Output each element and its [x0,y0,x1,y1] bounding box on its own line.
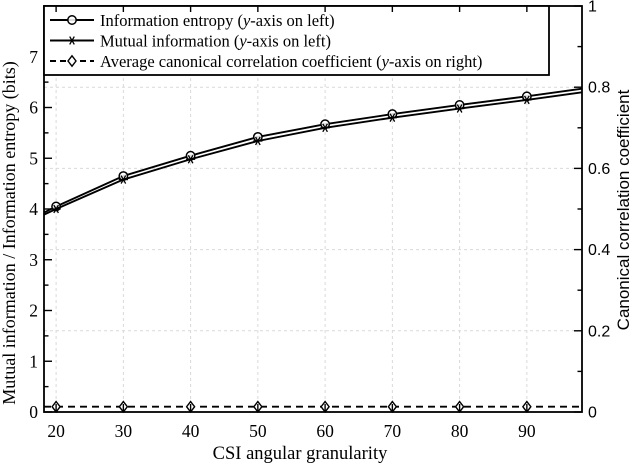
asterisk-marker [120,175,127,184]
legend-box [43,5,550,76]
y-left-tick-label: 1 [29,351,38,371]
asterisk-marker [456,104,463,113]
y-right-tick-label: 0.2 [588,323,610,340]
asterisk-marker [322,123,328,133]
y-right-tick-label: 0 [588,405,597,422]
asterisk-marker [523,95,530,105]
y-right-tick-label: 1 [588,0,597,16]
x-axis-label: CSI angular granularity [213,444,388,464]
series-line-mutual-information [43,91,583,216]
y-left-tick-label: 0 [29,402,38,422]
x-tick-label: 90 [518,421,536,441]
x-tick-label: 40 [182,421,200,441]
y-left-tick-label: 7 [29,47,38,67]
x-tick-label: 70 [384,421,402,441]
asterisk-marker [389,113,396,122]
x-tick-label: 50 [249,421,267,441]
y-right-tick-label: 0.4 [588,242,610,259]
series-line-information-entropy [43,87,583,214]
legend-label: Information entropy (y-axis on left) [100,11,335,30]
y-left-axis-label: Mutual information / Information entropy… [0,61,20,404]
y-right-axis-label: Canonical correlation coefficient [614,89,633,330]
legend-label: Mutual information (y-axis on left) [100,32,331,51]
legend-asterisk-icon [69,36,75,45]
y-left-tick-label: 5 [29,148,38,168]
legend-diamond-icon [67,54,77,68]
legend-circle-icon [67,15,77,25]
legend: Information entropy (y-axis on left) Mutu… [43,5,550,76]
y-left-tick-label: 4 [29,199,38,219]
x-tick-label: 30 [115,421,133,441]
x-tick-label: 20 [47,421,65,441]
asterisk-marker [53,204,59,214]
y-left-tick-label: 3 [29,250,38,270]
y-right-tick-label: 0.8 [588,80,610,97]
asterisk-marker [254,136,261,146]
y-left-tick-label: 2 [29,301,38,321]
y-right-tick-label: 0.6 [588,161,610,178]
legend-label: Average canonical correlation coefficien… [100,52,482,71]
asterisk-marker [187,154,194,164]
y-left-tick-label: 6 [29,98,38,118]
x-tick-label: 60 [316,421,334,441]
x-tick-label: 80 [451,421,469,441]
